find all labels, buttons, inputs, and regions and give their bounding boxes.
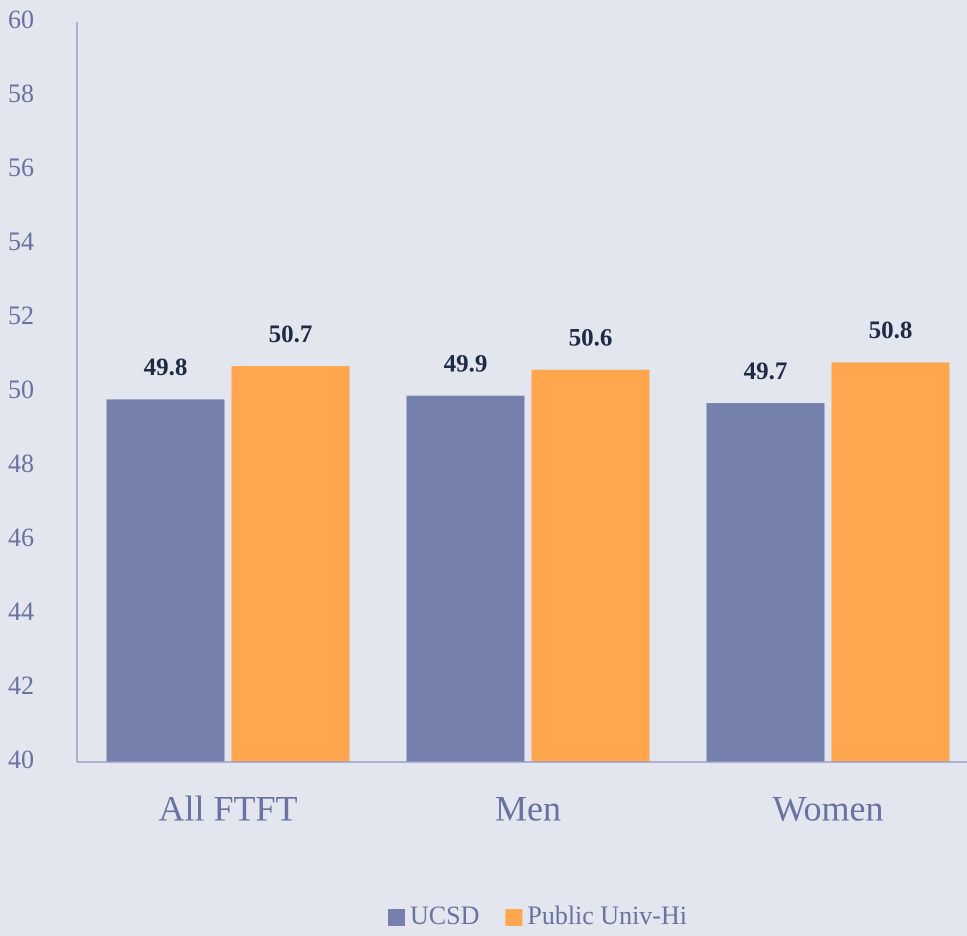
bar — [531, 369, 650, 762]
y-tick-label: 56 — [8, 153, 34, 182]
x-tick-label: Men — [495, 788, 561, 828]
bar — [406, 395, 525, 762]
y-tick-label: 48 — [8, 449, 34, 478]
y-tick-label: 50 — [8, 375, 34, 404]
y-tick-label: 52 — [8, 301, 34, 330]
y-tick-label: 42 — [8, 671, 34, 700]
legend-label: UCSD — [410, 901, 479, 930]
legend-label: Public Univ-Hi — [527, 901, 687, 930]
y-tick-label: 40 — [8, 745, 34, 774]
y-tick-label: 60 — [8, 5, 34, 34]
bar — [831, 362, 950, 762]
bar — [706, 403, 825, 762]
y-tick-label: 58 — [8, 79, 34, 108]
bar — [231, 366, 350, 762]
data-label: 50.7 — [269, 321, 313, 348]
data-label: 50.8 — [869, 317, 913, 344]
data-label: 49.9 — [444, 350, 488, 377]
data-label: 50.6 — [569, 325, 613, 352]
x-tick-label: All FTFT — [158, 788, 297, 828]
data-label: 49.7 — [744, 358, 788, 385]
y-tick-label: 54 — [8, 227, 34, 256]
legend-swatch — [505, 909, 523, 926]
y-tick-label: 46 — [8, 523, 34, 552]
x-tick-label: Women — [772, 788, 883, 828]
bar — [106, 399, 225, 762]
y-tick-label: 44 — [8, 597, 34, 626]
data-label: 49.8 — [144, 354, 188, 381]
legend-swatch — [388, 909, 405, 926]
